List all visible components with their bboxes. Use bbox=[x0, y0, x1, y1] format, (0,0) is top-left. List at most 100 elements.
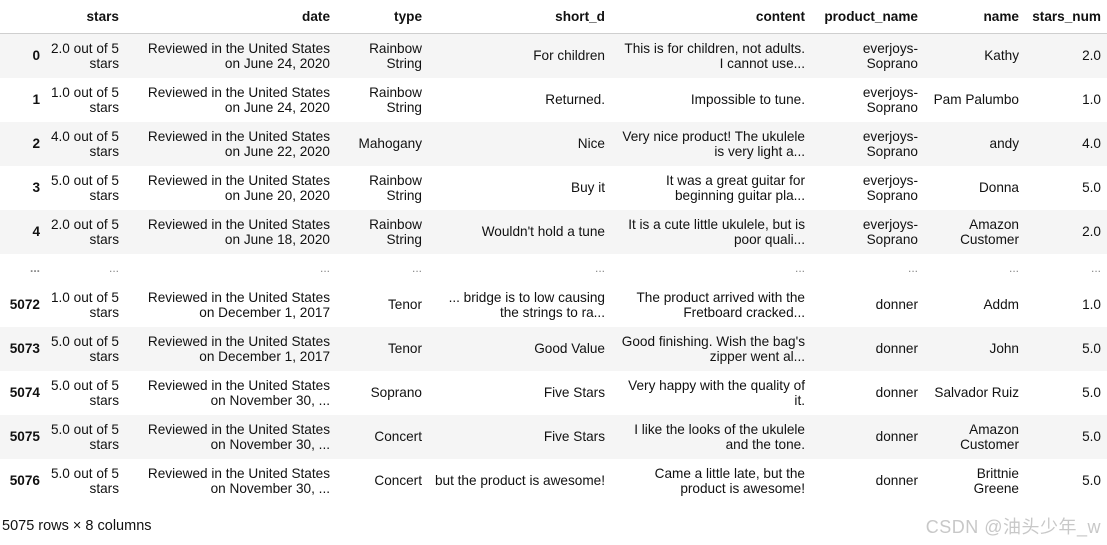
row-index: 5076 bbox=[9, 473, 40, 488]
row-index: 4 bbox=[32, 224, 40, 239]
table-row: 0 2.0 out of 5 stars Reviewed in the Unite… bbox=[0, 33, 1107, 78]
cell-type: ... bbox=[411, 260, 422, 275]
cell-type: Soprano bbox=[370, 385, 422, 400]
cell-stars: 5.0 out of 5 stars bbox=[50, 172, 119, 203]
cell-content: This is for children, not adults. I cann… bbox=[624, 40, 805, 71]
row-index: 3 bbox=[32, 180, 40, 195]
table-row: 1 1.0 out of 5 stars Reviewed in the Unite… bbox=[0, 78, 1107, 122]
row-index: 5075 bbox=[9, 429, 40, 444]
row-index: 1 bbox=[32, 92, 40, 107]
cell-date: Reviewed in the United States on June 24… bbox=[147, 40, 330, 71]
dataframe-shape-text: 5075 rows × 8 columns bbox=[2, 518, 152, 534]
table-row: 5074 5.0 out of 5 stars Reviewed in the Un… bbox=[0, 371, 1107, 415]
table-row: 3 5.0 out of 5 stars Reviewed in the Unite… bbox=[0, 166, 1107, 210]
cell-type: Tenor bbox=[387, 341, 422, 356]
cell-stars-num: 5.0 bbox=[1082, 385, 1101, 400]
cell-product-name: donner bbox=[875, 341, 918, 356]
cell-stars-num: ... bbox=[1090, 260, 1101, 275]
cell-date: Reviewed in the United States on Novembe… bbox=[147, 465, 330, 496]
cell-stars: 5.0 out of 5 stars bbox=[50, 377, 119, 408]
cell-type: Concert bbox=[374, 473, 422, 488]
cell-short-d: but the product is awesome! bbox=[434, 473, 605, 488]
row-index: ... bbox=[29, 260, 40, 275]
cell-content: It was a great guitar for beginning guit… bbox=[665, 172, 805, 203]
cell-date: Reviewed in the United States on Novembe… bbox=[147, 377, 330, 408]
cell-name: Salvador Ruiz bbox=[934, 385, 1019, 400]
cell-date: Reviewed in the United States on Decembe… bbox=[147, 333, 330, 364]
cell-content: Very happy with the quality of it. bbox=[628, 377, 805, 408]
cell-stars: ... bbox=[108, 260, 119, 275]
cell-short-d: Five Stars bbox=[543, 385, 605, 400]
cell-content: Very nice product! The ukulele is very l… bbox=[622, 128, 805, 159]
cell-short-d: Wouldn't hold a tune bbox=[481, 224, 605, 239]
cell-type: Rainbow String bbox=[369, 40, 422, 71]
cell-short-d: For children bbox=[533, 48, 605, 64]
cell-stars-num: 5.0 bbox=[1082, 180, 1101, 195]
cell-product-name: everjoys-Soprano bbox=[862, 84, 918, 115]
cell-stars: 2.0 out of 5 stars bbox=[50, 216, 119, 247]
cell-date: Reviewed in the United States on June 24… bbox=[147, 84, 330, 115]
cell-name: Addm bbox=[983, 297, 1019, 312]
cell-type: Rainbow String bbox=[369, 84, 422, 115]
row-index: 2 bbox=[32, 136, 40, 151]
cell-content: I like the looks of the ukulele and the … bbox=[634, 421, 805, 452]
index-header bbox=[0, 0, 44, 34]
cell-date: Reviewed in the United States on Decembe… bbox=[147, 289, 330, 320]
watermark: CSDN @油头少年_w bbox=[925, 517, 1101, 537]
column-header-content: content bbox=[611, 0, 811, 34]
cell-product-name: everjoys-Soprano bbox=[862, 40, 918, 71]
cell-date: Reviewed in the United States on June 20… bbox=[147, 172, 330, 203]
cell-date: Reviewed in the United States on June 22… bbox=[147, 128, 330, 159]
cell-stars-num: 5.0 bbox=[1082, 429, 1101, 444]
cell-type: Rainbow String bbox=[369, 216, 422, 247]
cell-short-d: Buy it bbox=[571, 180, 605, 195]
column-header-date: date bbox=[125, 0, 336, 34]
row-index: 0 bbox=[32, 48, 40, 64]
cell-stars: 5.0 out of 5 stars bbox=[50, 333, 119, 364]
cell-content: The product arrived with the Fretboard c… bbox=[636, 289, 806, 320]
cell-date: Reviewed in the United States on Novembe… bbox=[147, 421, 330, 452]
cell-name: ... bbox=[1008, 260, 1019, 275]
table-row: 5076 5.0 out of 5 stars Reviewed in the Un… bbox=[0, 459, 1107, 503]
cell-stars-num: 1.0 bbox=[1082, 92, 1101, 107]
cell-short-d: Nice bbox=[577, 136, 605, 151]
cell-short-d: Good Value bbox=[534, 341, 605, 356]
table-row: 5073 5.0 out of 5 stars Reviewed in the Un… bbox=[0, 326, 1107, 371]
cell-name: Donna bbox=[978, 180, 1019, 195]
cell-content: Came a little late, but the product is a… bbox=[654, 465, 805, 496]
table-body: 0 2.0 out of 5 stars Reviewed in the Unite… bbox=[0, 33, 1107, 503]
cell-stars-num: 1.0 bbox=[1082, 297, 1101, 312]
column-header-short-d: short_d bbox=[428, 0, 611, 34]
cell-name: Brittnie Greene bbox=[973, 465, 1019, 496]
cell-content: It is a cute little ukulele, but is poor… bbox=[628, 216, 805, 247]
cell-short-d: ... bbox=[594, 260, 605, 275]
column-header-name: name bbox=[924, 0, 1025, 34]
cell-content: Impossible to tune. bbox=[690, 92, 805, 107]
column-header-stars: stars bbox=[44, 0, 125, 34]
column-header-stars-num: stars_num bbox=[1025, 0, 1107, 34]
cell-stars: 5.0 out of 5 stars bbox=[50, 465, 119, 496]
cell-stars-num: 4.0 bbox=[1082, 136, 1101, 151]
table-row: 5072 1.0 out of 5 stars Reviewed in the Un… bbox=[0, 283, 1107, 327]
cell-name: Kathy bbox=[984, 48, 1019, 64]
cell-stars: 5.0 out of 5 stars bbox=[50, 421, 119, 452]
row-index: 5073 bbox=[9, 341, 40, 356]
cell-product-name: everjoys-Soprano bbox=[862, 216, 918, 247]
cell-name: andy bbox=[989, 136, 1019, 151]
cell-type: Tenor bbox=[387, 297, 422, 312]
cell-product-name: everjoys-Soprano bbox=[862, 172, 918, 203]
cell-stars: 4.0 out of 5 stars bbox=[50, 128, 119, 159]
cell-name: Amazon Customer bbox=[960, 421, 1019, 452]
cell-stars: 1.0 out of 5 stars bbox=[50, 84, 119, 115]
header-row: stars date type short_d content product_name n… bbox=[0, 0, 1107, 34]
cell-stars-num: 5.0 bbox=[1082, 473, 1101, 488]
cell-type: Concert bbox=[374, 429, 422, 444]
table-row: 2 4.0 out of 5 stars Reviewed in the Unite… bbox=[0, 121, 1107, 166]
cell-name: Pam Palumbo bbox=[933, 92, 1019, 107]
table-row: 4 2.0 out of 5 stars Reviewed in the Unite… bbox=[0, 209, 1107, 254]
column-header-type: type bbox=[336, 0, 428, 34]
cell-short-d: Returned. bbox=[545, 92, 605, 107]
cell-stars: 2.0 out of 5 stars bbox=[50, 40, 119, 71]
cell-name: John bbox=[989, 341, 1019, 356]
cell-product-name: donner bbox=[875, 473, 918, 488]
